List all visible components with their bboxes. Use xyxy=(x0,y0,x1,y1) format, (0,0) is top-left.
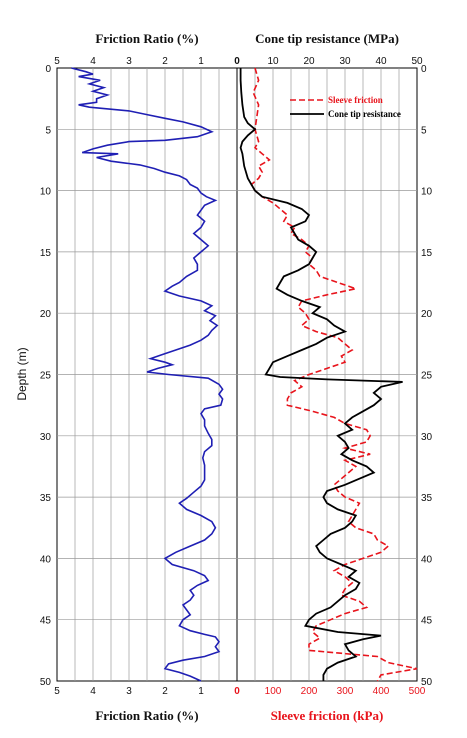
cone-resistance-top-tick: 0 xyxy=(234,56,240,67)
cone-resistance-top-tick: 50 xyxy=(411,56,423,67)
friction-ratio-bottom-tick: 1 xyxy=(198,686,204,697)
cone-resistance-top-tick: 10 xyxy=(267,56,279,67)
depth-tick-label-right: 35 xyxy=(421,493,433,504)
depth-tick-label-right: 45 xyxy=(421,616,433,627)
depth-tick-label-right: 5 xyxy=(421,125,427,136)
depth-tick-label-left: 30 xyxy=(40,432,52,443)
depth-tick-label-left: 5 xyxy=(45,125,51,136)
friction-ratio-bottom-tick: 3 xyxy=(126,686,132,697)
depth-axis-label: Depth (m) xyxy=(15,347,29,400)
friction-ratio-bottom-title: Friction Ratio (%) xyxy=(95,708,198,723)
friction-ratio-top-tick: 1 xyxy=(198,56,204,67)
depth-tick-label-left: 15 xyxy=(40,248,52,259)
friction-ratio-top-tick: 5 xyxy=(54,56,60,67)
depth-tick-label-right: 15 xyxy=(421,248,433,259)
friction-ratio-bottom-tick: 5 xyxy=(54,686,60,697)
sleeve-friction-bottom-tick: 200 xyxy=(301,686,318,697)
depth-tick-label-left: 25 xyxy=(40,371,52,382)
depth-tick-label-left: 50 xyxy=(40,677,52,688)
legend-sleeve-label: Sleeve friction xyxy=(328,95,383,105)
cone-panel-legend: Sleeve friction Cone tip resistance xyxy=(290,95,401,119)
depth-tick-label-left: 20 xyxy=(40,309,52,320)
depth-tick-label-left: 35 xyxy=(40,493,52,504)
depth-tick-label-right: 10 xyxy=(421,187,433,198)
friction-ratio-bottom-tick: 2 xyxy=(162,686,168,697)
sleeve-friction-bottom-tick: 500 xyxy=(409,686,426,697)
sleeve-friction-bottom-tick: 0 xyxy=(234,686,240,697)
sleeve-friction-series-line xyxy=(250,67,418,682)
friction-ratio-bottom-tick: 4 xyxy=(90,686,96,697)
friction-ratio-top-tick: 4 xyxy=(90,56,96,67)
depth-tick-label-left: 45 xyxy=(40,616,52,627)
friction-ratio-grid xyxy=(57,68,237,681)
cone-resistance-top-tick: 30 xyxy=(339,56,351,67)
friction-ratio-top-title: Friction Ratio (%) xyxy=(95,31,198,46)
depth-tick-label-left: 0 xyxy=(45,64,51,75)
depth-tick-label-right: 20 xyxy=(421,309,433,320)
cone-tip-resistance-series-line xyxy=(239,68,403,681)
friction-ratio-top-tick: 2 xyxy=(162,56,168,67)
sleeve-friction-bottom-tick: 300 xyxy=(337,686,354,697)
sleeve-friction-bottom-tick: 100 xyxy=(265,686,282,697)
depth-tick-label-right: 40 xyxy=(421,554,433,565)
sleeve-friction-bottom-tick: 400 xyxy=(373,686,390,697)
depth-tick-label-left: 10 xyxy=(40,187,52,198)
depth-tick-label-right: 0 xyxy=(421,64,427,75)
cone-resistance-top-tick: 20 xyxy=(303,56,315,67)
depth-tick-label-left: 40 xyxy=(40,554,52,565)
cone-resistance-top-title: Cone tip resistance (MPa) xyxy=(255,31,399,46)
legend-cone-label: Cone tip resistance xyxy=(328,109,401,119)
depth-tick-label-right: 25 xyxy=(421,371,433,382)
cone-resistance-top-tick: 40 xyxy=(375,56,387,67)
sleeve-friction-bottom-title: Sleeve friction (kPa) xyxy=(271,708,384,723)
depth-tick-label-right: 30 xyxy=(421,432,433,443)
friction-ratio-series-line xyxy=(71,67,224,682)
depth-tick-label-right: 50 xyxy=(421,677,433,688)
friction-ratio-top-tick: 3 xyxy=(126,56,132,67)
